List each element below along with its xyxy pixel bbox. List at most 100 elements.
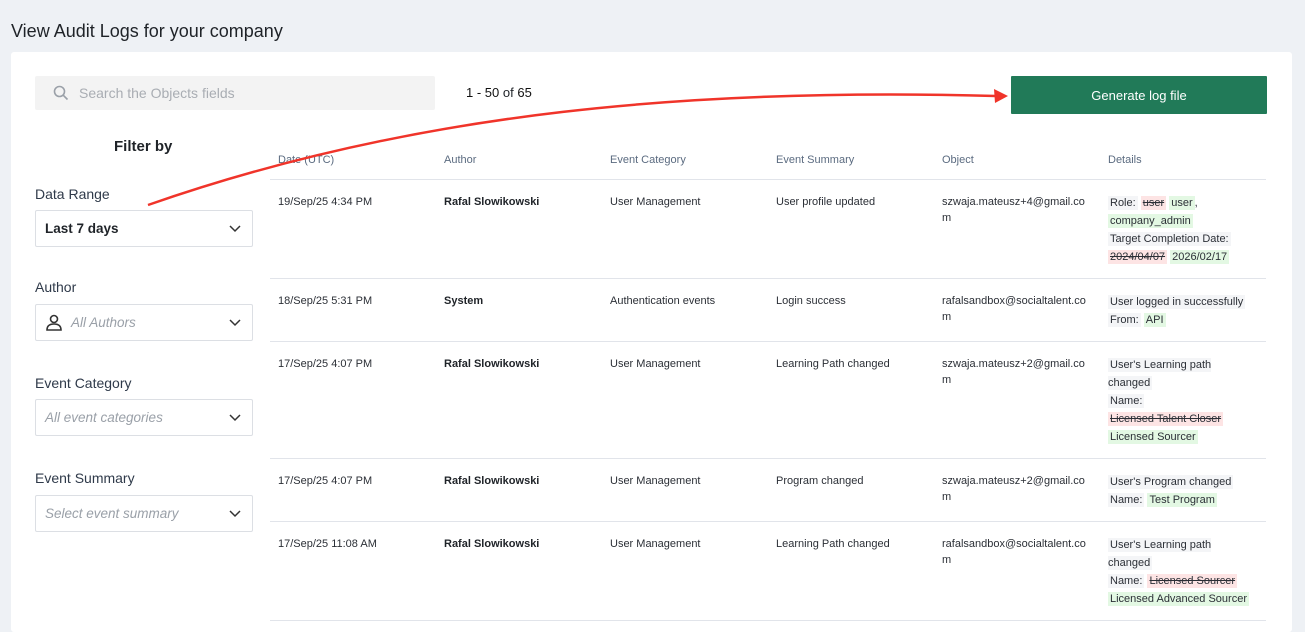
details-line: Role: user user, [1108, 194, 1258, 212]
details-del: user [1140, 195, 1167, 210]
chevron-down-icon [229, 225, 241, 233]
table-row: 17/Sep/25 4:07 PM Rafal Slowikowski User M… [270, 341, 1266, 459]
details-ins: 2026/02/17 [1170, 249, 1230, 264]
cell-date: 19/Sep/25 4:34 PM [270, 179, 436, 279]
cell-object: rafalsandbox@socialtalent.com [934, 521, 1100, 621]
details-del: 2024/04/07 [1108, 249, 1168, 264]
event-summary-placeholder: Select event summary [45, 506, 179, 521]
details-ins: company_admin [1108, 213, 1193, 228]
details-plain: User's Program changed [1108, 474, 1234, 489]
cell-category: User Management [602, 179, 768, 279]
range: 1 - 50 [466, 85, 500, 100]
cell-date: 18/Sep/25 5:31 PM [270, 278, 436, 342]
author-label: Author [35, 279, 77, 295]
details-plain: Role: [1108, 195, 1138, 210]
audit-log-table: Date (UTC) Author Event Category Event Summ… [270, 142, 1266, 621]
filter-title: Filter by [114, 138, 173, 155]
page-title: View Audit Logs for your company [11, 21, 283, 41]
cell-summary: Program changed [768, 458, 934, 522]
cell-author: Rafal Slowikowski [436, 341, 602, 459]
cell-object: szwaja.mateusz+4@gmail.com [934, 179, 1100, 279]
details-line: User logged in successfully [1108, 293, 1258, 311]
date-range-value: Last 7 days [45, 221, 119, 236]
details-del: Licensed Sourcer [1147, 573, 1238, 588]
column-header: Event Category [602, 142, 768, 180]
table-row: 17/Sep/25 4:07 PM Rafal Slowikowski User M… [270, 458, 1266, 522]
details-ins: Licensed Sourcer [1108, 429, 1198, 444]
pagination-count: 1 - 50 of 65 [466, 85, 532, 100]
cell-category: User Management [602, 458, 768, 522]
cell-details: Role: user user, company_admin Target Comp… [1100, 179, 1266, 279]
details-plain: Name: [1108, 492, 1145, 507]
cell-author: Rafal Slowikowski [436, 521, 602, 621]
date-range-select[interactable]: Last 7 days [35, 210, 253, 247]
cell-author: System [436, 278, 602, 342]
details-txt: , [1194, 196, 1198, 209]
details-ins: API [1143, 312, 1166, 327]
author-placeholder: All Authors [71, 315, 136, 330]
details-ins: Licensed Advanced Sourcer [1108, 591, 1249, 606]
search-icon [53, 85, 69, 101]
generate-log-file-button[interactable]: Generate log file [1011, 76, 1267, 114]
cell-details: User's Learning path changed Name: Licens… [1100, 521, 1266, 621]
details-line: User's Learning path changed [1108, 536, 1258, 572]
details-line: Licensed Advanced Sourcer [1108, 590, 1258, 608]
details-line: User's Program changed [1108, 473, 1258, 491]
details-plain: From: [1108, 312, 1141, 327]
cell-summary: User profile updated [768, 179, 934, 279]
search-box[interactable] [35, 76, 435, 110]
event-category-label: Event Category [35, 375, 132, 391]
cell-date: 17/Sep/25 11:08 AM [270, 521, 436, 621]
details-plain: User's Learning path changed [1108, 537, 1212, 570]
of: of [502, 85, 514, 100]
cell-date: 17/Sep/25 4:07 PM [270, 458, 436, 522]
details-line: Target Completion Date: [1108, 230, 1258, 248]
column-header: Author [436, 142, 602, 180]
cell-summary: Learning Path changed [768, 341, 934, 459]
details-line: Name: Test Program [1108, 491, 1258, 509]
cell-object: szwaja.mateusz+2@gmail.com [934, 458, 1100, 522]
cell-details: User logged in successfully From: API [1100, 278, 1266, 342]
details-plain: Name: [1108, 393, 1145, 408]
details-line: Licensed Talent Closer [1108, 410, 1258, 428]
details-line: Licensed Sourcer [1108, 428, 1258, 446]
cell-category: User Management [602, 521, 768, 621]
event-summary-label: Event Summary [35, 470, 135, 486]
table-row: 18/Sep/25 5:31 PM System Authentication ev… [270, 278, 1266, 342]
details-line: 2024/04/07 2026/02/17 [1108, 248, 1258, 266]
chevron-down-icon [229, 510, 241, 518]
details-line: Name: [1108, 392, 1258, 410]
table-row: 19/Sep/25 4:34 PM Rafal Slowikowski User M… [270, 179, 1266, 279]
cell-summary: Learning Path changed [768, 521, 934, 621]
author-select[interactable]: All Authors [35, 304, 253, 341]
column-header: Event Summary [768, 142, 934, 180]
table-row: 17/Sep/25 11:08 AM Rafal Slowikowski User … [270, 521, 1266, 621]
event-summary-select[interactable]: Select event summary [35, 495, 253, 532]
details-plain: User logged in successfully [1108, 294, 1246, 309]
user-icon [46, 314, 62, 331]
cell-summary: Login success [768, 278, 934, 342]
cell-category: User Management [602, 341, 768, 459]
details-line: company_admin [1108, 212, 1258, 230]
cell-object: rafalsandbox@socialtalent.com [934, 278, 1100, 342]
cell-author: Rafal Slowikowski [436, 458, 602, 522]
chevron-down-icon [229, 414, 241, 422]
details-line: User's Learning path changed [1108, 356, 1258, 392]
date-range-label: Data Range [35, 186, 110, 202]
column-header: Details [1100, 142, 1266, 180]
column-header: Object [934, 142, 1100, 180]
cell-details: User's Program changed Name: Test Program [1100, 458, 1266, 522]
chevron-down-icon [229, 319, 241, 327]
details-line: From: API [1108, 311, 1258, 329]
details-del: Licensed Talent Closer [1108, 411, 1224, 426]
details-plain: Name: [1108, 573, 1145, 588]
event-category-select[interactable]: All event categories [35, 399, 253, 436]
details-line: Name: Licensed Sourcer [1108, 572, 1258, 590]
total: 65 [517, 85, 532, 100]
search-input[interactable] [79, 85, 399, 101]
cell-object: szwaja.mateusz+2@gmail.com [934, 341, 1100, 459]
cell-category: Authentication events [602, 278, 768, 342]
details-plain: Target Completion Date: [1108, 231, 1231, 246]
details-ins: Test Program [1147, 492, 1217, 507]
details-ins: user [1169, 195, 1195, 210]
